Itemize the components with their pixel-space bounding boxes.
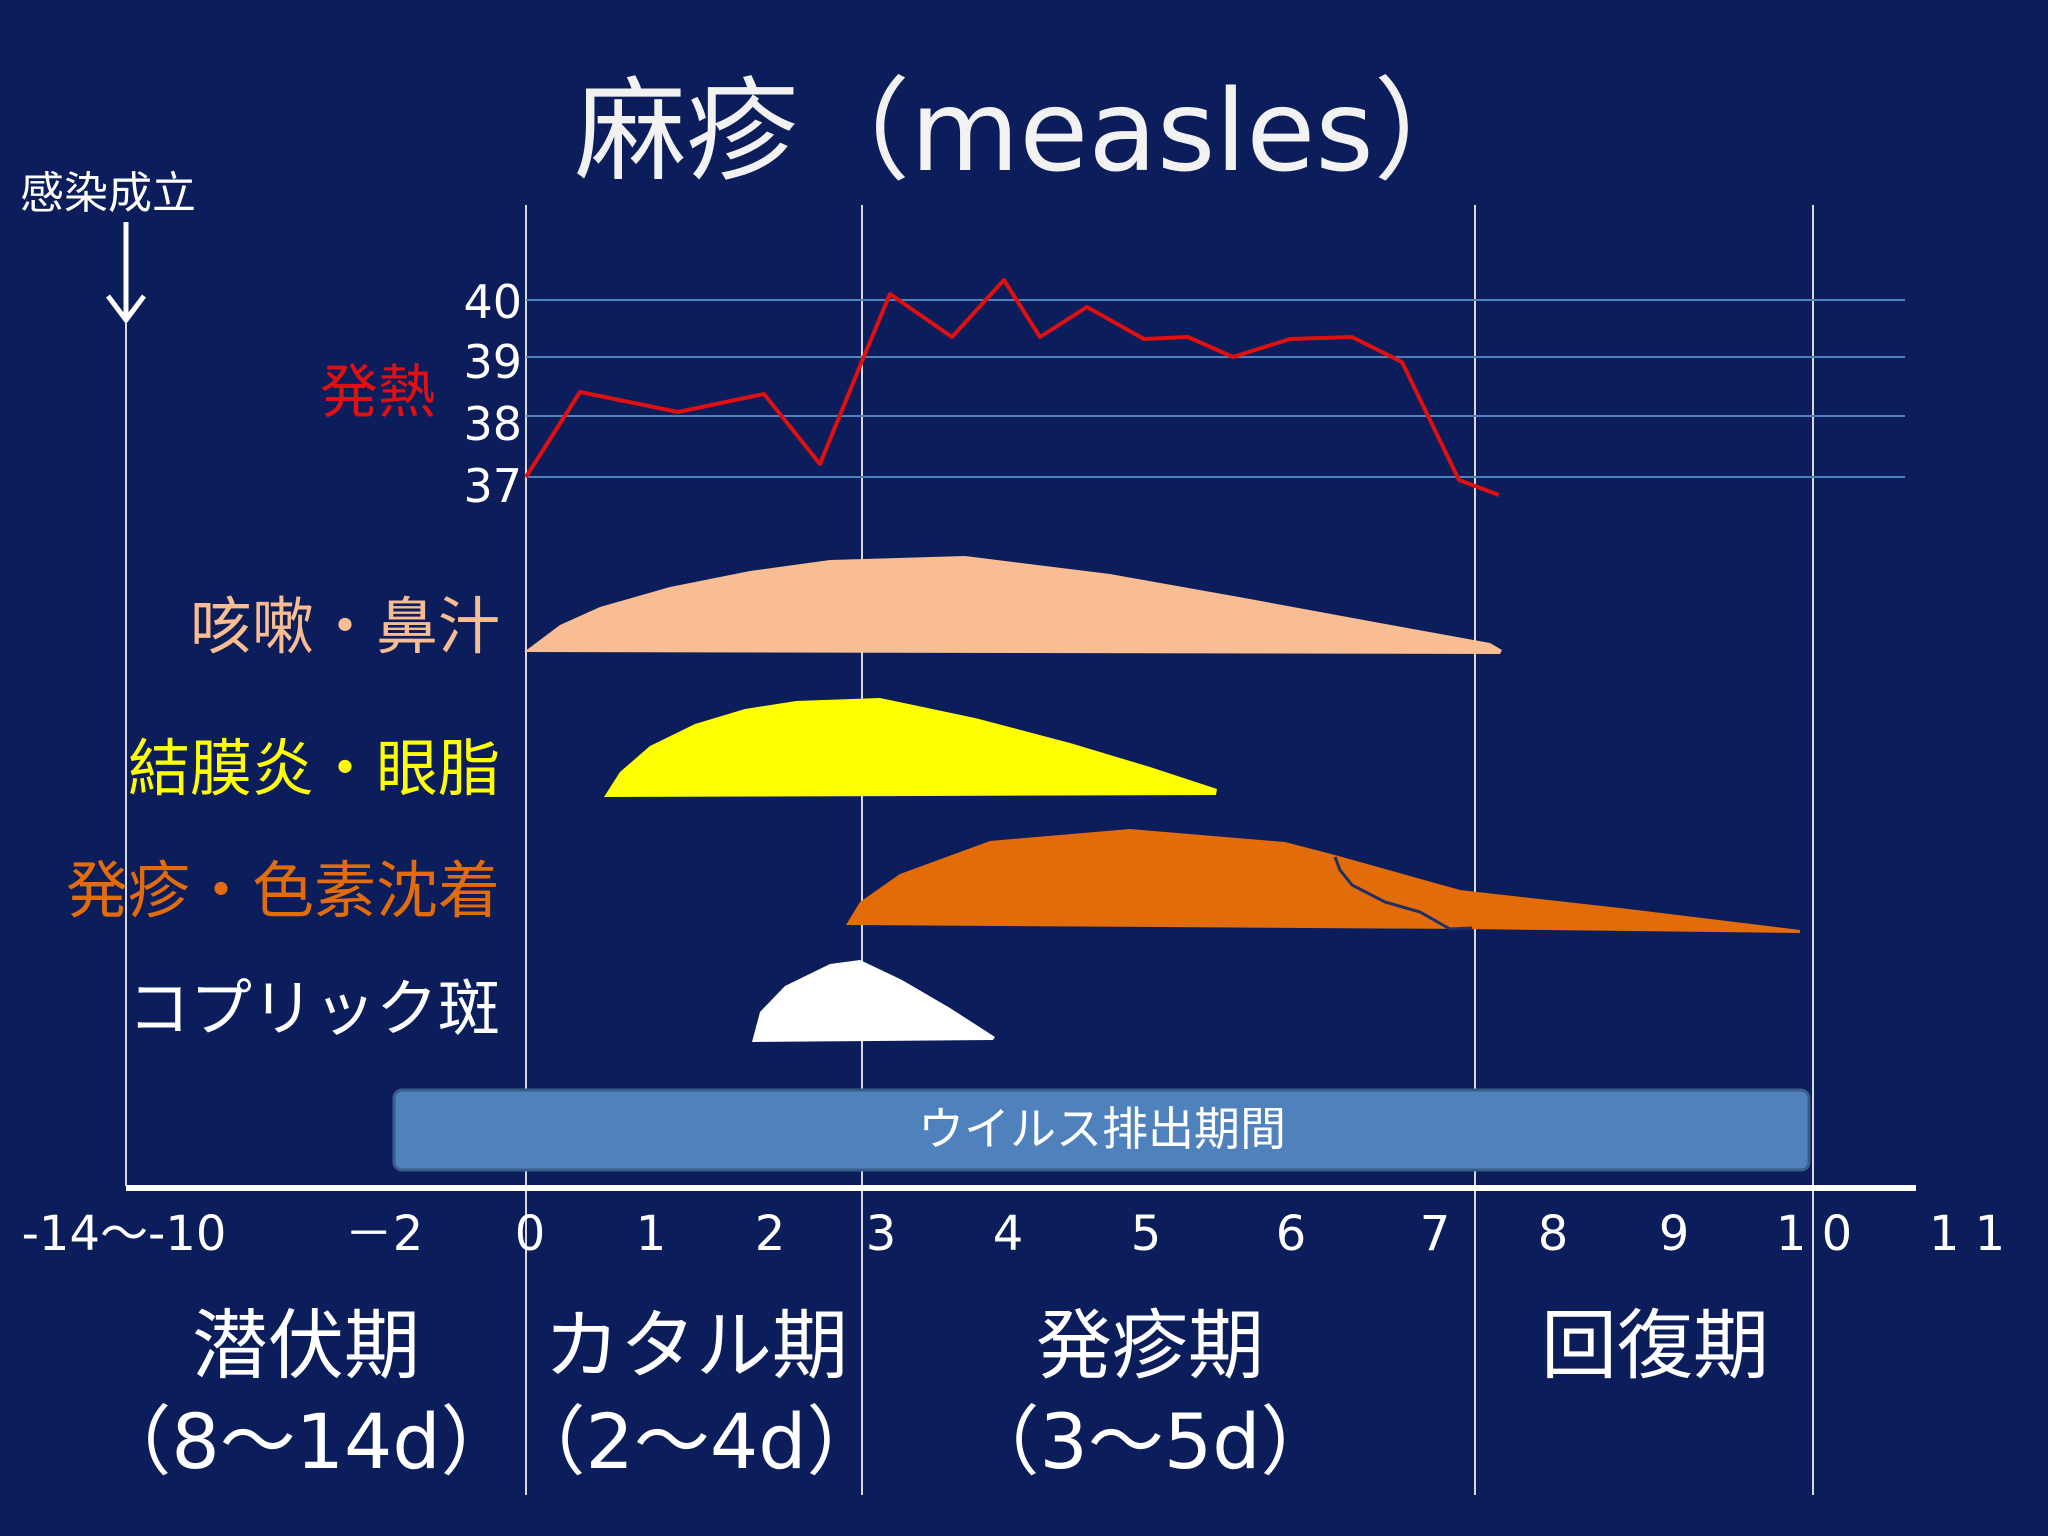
infection-label: 感染成立 — [20, 168, 196, 219]
conjunctivitis-shape — [604, 698, 1217, 797]
phase-dividers — [125, 205, 1814, 1495]
symptom-label-rash: 発疹・色素沈着 — [66, 854, 500, 927]
page-title: 麻疹（measles） — [574, 67, 1485, 197]
x-tick: 8 — [1538, 1206, 1569, 1262]
x-tick: -14～-10 — [22, 1206, 227, 1262]
x-tick: 2 — [755, 1206, 786, 1262]
x-axis-ticks: -14～-10 －2 0 1 2 3 4 5 6 7 8 9 1 0 1 1 — [22, 1206, 2006, 1262]
x-tick: 1 0 — [1776, 1206, 1852, 1262]
x-tick: 0 — [515, 1206, 546, 1262]
phase-duration-catarrhal: （2～4d） — [510, 1397, 883, 1486]
fever-tick-39: 39 — [463, 335, 522, 389]
x-tick: 9 — [1659, 1206, 1690, 1262]
fever-tick-40: 40 — [463, 275, 522, 329]
x-tick: 7 — [1420, 1206, 1451, 1262]
fever-curve — [524, 278, 1500, 497]
x-tick: 3 — [866, 1206, 897, 1262]
phase-name-eruptive: 発疹期 — [1036, 1301, 1264, 1390]
fever-tick-37: 37 — [463, 459, 522, 513]
symptom-label-cough: 咳嗽・鼻汁 — [190, 590, 500, 663]
virus-shedding-bar — [392, 1088, 1811, 1172]
down-arrow-icon — [106, 222, 146, 325]
x-tick: 5 — [1131, 1206, 1162, 1262]
fever-tick-38: 38 — [463, 397, 522, 451]
x-tick: 4 — [993, 1206, 1024, 1262]
rash-shape — [846, 829, 1800, 933]
phase-name-recovery: 回復期 — [1541, 1301, 1769, 1390]
phase-name-incubation: 潜伏期 — [192, 1301, 420, 1390]
fever-label: 発熱 — [320, 358, 436, 426]
rash-pigment-line — [1333, 856, 1473, 931]
phase-name-catarrhal: カタル期 — [544, 1301, 848, 1390]
x-tick: －2 — [345, 1206, 424, 1262]
x-tick: 1 1 — [1929, 1206, 2005, 1262]
koplik-shape — [752, 960, 995, 1042]
symptom-label-koplik: コプリック斑 — [128, 972, 500, 1045]
phase-duration-incubation: （8～14d） — [95, 1397, 516, 1486]
phase-duration-eruptive: （3～5d） — [964, 1397, 1337, 1486]
virus-shedding-label: ウイルス排出期間 — [918, 1102, 1286, 1156]
x-tick: 1 — [636, 1206, 667, 1262]
fever-gridlines — [526, 299, 1905, 478]
cough-shape — [524, 556, 1502, 654]
symptom-label-conjunctivitis: 結膜炎・眼脂 — [128, 732, 500, 805]
x-tick: 6 — [1276, 1206, 1307, 1262]
